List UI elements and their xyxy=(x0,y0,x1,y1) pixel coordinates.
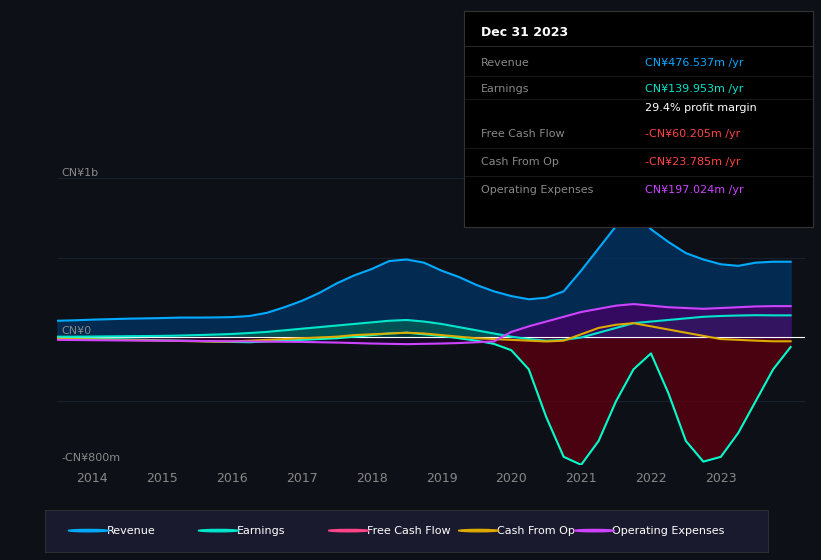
Text: Dec 31 2023: Dec 31 2023 xyxy=(481,26,568,39)
Text: CN¥139.953m /yr: CN¥139.953m /yr xyxy=(645,84,744,94)
Circle shape xyxy=(458,529,499,532)
Circle shape xyxy=(68,529,108,532)
Text: 29.4% profit margin: 29.4% profit margin xyxy=(645,103,757,113)
Circle shape xyxy=(199,529,239,532)
Text: Cash From Op: Cash From Op xyxy=(497,526,575,535)
Text: Operating Expenses: Operating Expenses xyxy=(612,526,725,535)
Text: Free Cash Flow: Free Cash Flow xyxy=(481,129,565,139)
Text: CN¥0: CN¥0 xyxy=(61,326,91,336)
Text: Free Cash Flow: Free Cash Flow xyxy=(367,526,450,535)
Text: -CN¥800m: -CN¥800m xyxy=(61,453,120,463)
Text: CN¥476.537m /yr: CN¥476.537m /yr xyxy=(645,58,744,68)
Text: CN¥1b: CN¥1b xyxy=(61,169,98,178)
Text: Earnings: Earnings xyxy=(481,84,530,94)
Circle shape xyxy=(574,529,614,532)
Text: Earnings: Earnings xyxy=(236,526,285,535)
Text: Operating Expenses: Operating Expenses xyxy=(481,185,594,195)
Text: -CN¥23.785m /yr: -CN¥23.785m /yr xyxy=(645,157,741,167)
Text: Revenue: Revenue xyxy=(481,58,530,68)
Text: Cash From Op: Cash From Op xyxy=(481,157,559,167)
Text: CN¥197.024m /yr: CN¥197.024m /yr xyxy=(645,185,744,195)
Circle shape xyxy=(328,529,369,532)
Text: Revenue: Revenue xyxy=(107,526,155,535)
Text: -CN¥60.205m /yr: -CN¥60.205m /yr xyxy=(645,129,741,139)
